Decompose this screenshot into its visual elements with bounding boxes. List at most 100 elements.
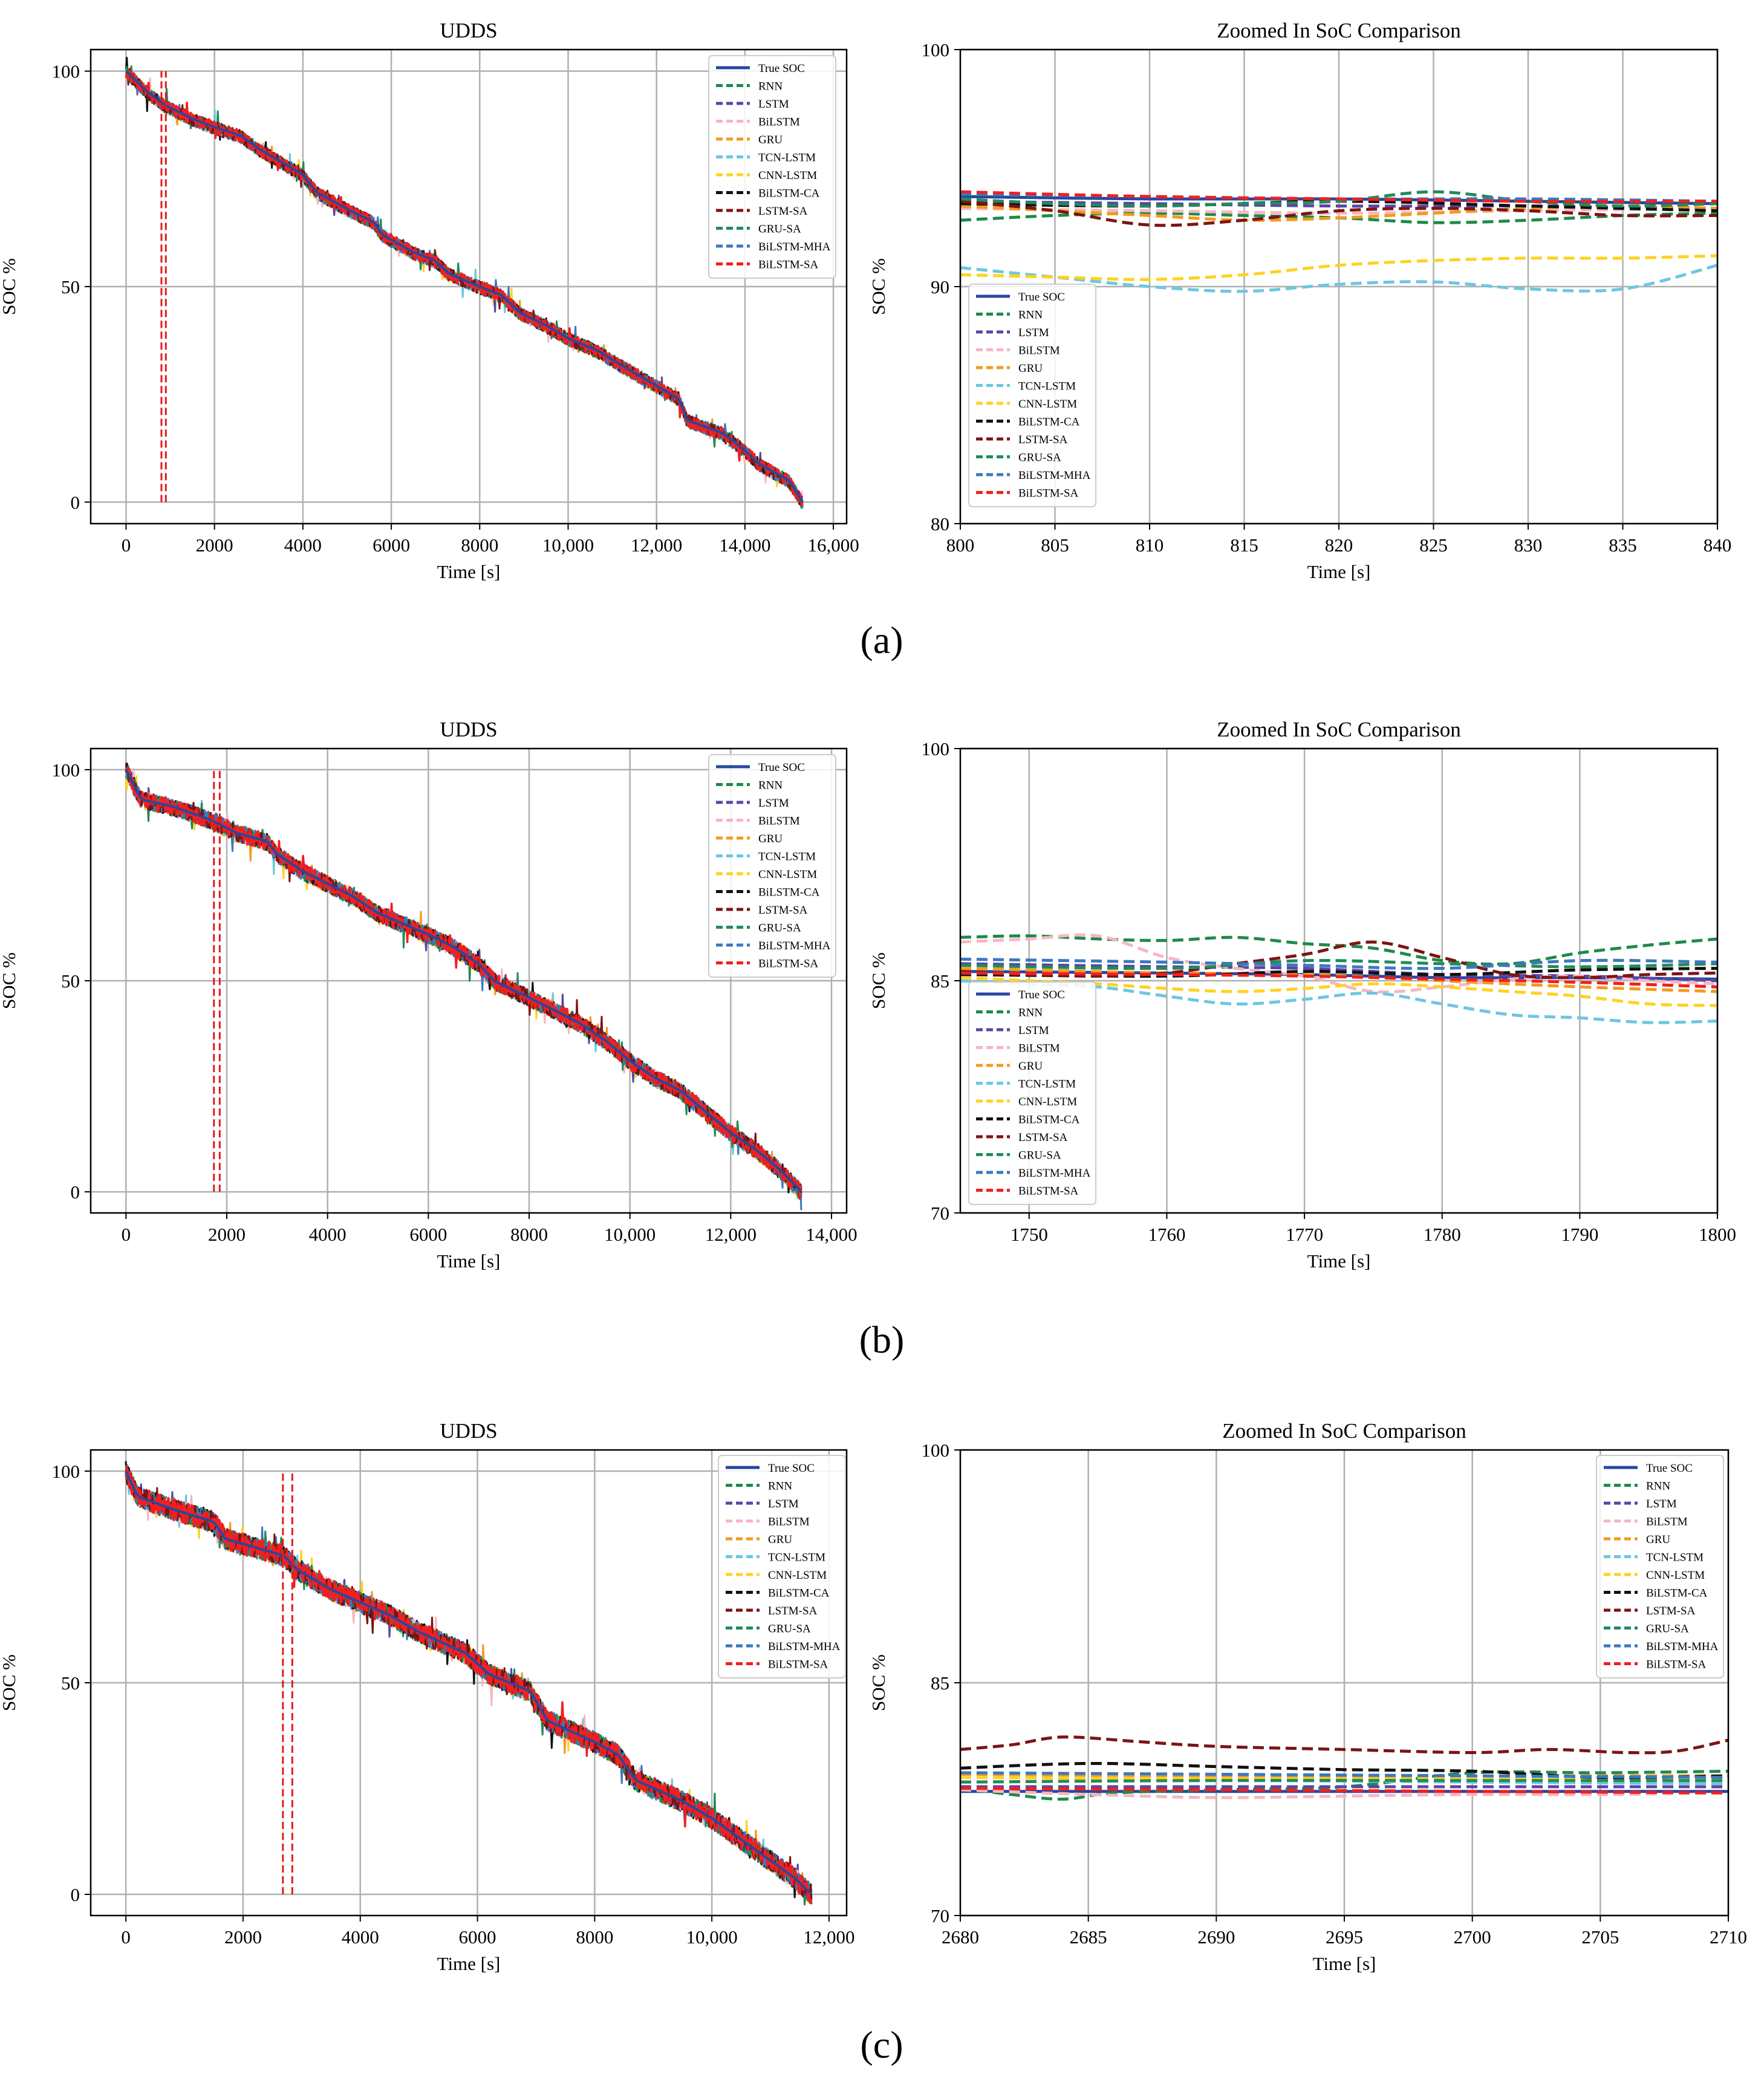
- panel-a-legend: True SOC RNN LSTM BiLSTM GRU TCN-LSTM CNN-LSTM…: [708, 55, 836, 279]
- x-tick-label: 8000: [576, 1926, 613, 1948]
- legend-label-gru: GRU: [758, 134, 783, 146]
- panel-c-zoom: 2680 2685 2690 2695 2700 2705 2710 70 85 100 Zoome…: [868, 1419, 1747, 1974]
- series-true-soc: [125, 70, 804, 503]
- y-tick-label: 100: [922, 39, 950, 60]
- legend-label-true-soc: True SOC: [1646, 1462, 1693, 1475]
- legend-label-gru-sa: GRU-SA: [768, 1623, 811, 1636]
- legend-label-true-soc: True SOC: [758, 62, 805, 75]
- y-tick-label: 70: [931, 1203, 949, 1224]
- series-gru-sa: [960, 958, 1717, 970]
- x-tick-label: 2685: [1070, 1926, 1107, 1948]
- x-tick-label: 805: [1041, 535, 1069, 556]
- x-tick-label: 1770: [1286, 1224, 1323, 1245]
- legend-label-bilstm-ca: BiLSTM-CA: [1018, 416, 1080, 429]
- x-tick-label: 0: [122, 535, 131, 556]
- legend-label-gru-sa: GRU-SA: [758, 922, 801, 935]
- series-cnn-lstm: [960, 976, 1717, 1007]
- panel-a-ylabel: SOC %: [0, 258, 19, 315]
- series-cnn-lstm: [960, 254, 1717, 281]
- legend-label-gru: GRU: [1018, 1060, 1043, 1073]
- y-tick-label: 100: [52, 759, 80, 781]
- series-bilstm: [960, 1788, 1728, 1799]
- series-true-soc: [125, 769, 802, 1193]
- x-tick-label: 8000: [510, 1224, 548, 1245]
- legend-label-gru-sa: GRU-SA: [1646, 1623, 1689, 1636]
- y-tick-label: 50: [61, 1672, 80, 1694]
- x-tick-label: 0: [122, 1224, 131, 1245]
- x-tick-label: 0: [121, 1926, 131, 1948]
- legend-label-cnn-lstm: CNN-LSTM: [758, 169, 817, 182]
- x-tick-label: 1780: [1424, 1224, 1461, 1245]
- legend-label-bilstm-sa: BiLSTM-SA: [1018, 487, 1079, 500]
- series-lstm-sa: [960, 200, 1717, 227]
- panel-a-title: UDDS: [440, 19, 497, 42]
- x-tick-label: 1790: [1561, 1224, 1598, 1245]
- x-tick-label: 815: [1230, 535, 1258, 556]
- panel-c-legend: True SOC RNN LSTM BiLSTM GRU TCN-LSTM CNN-LSTM…: [718, 1455, 846, 1679]
- legend-box: [968, 284, 1096, 507]
- panel-a-zoom-legend: True SOC RNN LSTM BiLSTM GRU TCN-LSTM CNN-LSTM…: [968, 284, 1096, 507]
- panel-a-xlabel: Time [s]: [437, 561, 501, 582]
- y-tick-label: 80: [931, 513, 949, 535]
- legend-label-gru: GRU: [1646, 1533, 1670, 1546]
- panel-b-xlabel: Time [s]: [437, 1250, 501, 1272]
- y-tick-label: 100: [52, 1461, 80, 1482]
- x-tick-label: 1760: [1148, 1224, 1185, 1245]
- legend-label-bilstm: BiLSTM: [1018, 1042, 1060, 1055]
- panel-b-zoom-title: Zoomed In SoC Comparison: [1217, 718, 1460, 741]
- panel-b-zoom-legend: True SOC RNN LSTM BiLSTM GRU TCN-LSTM CNN-LSTM…: [968, 981, 1096, 1205]
- y-tick-label: 85: [931, 1672, 949, 1694]
- legend-label-true-soc: True SOC: [1018, 989, 1065, 1001]
- legend-label-lstm: LSTM: [758, 98, 789, 111]
- panel-b: 0 2000 4000 6000 8000 10,000 12,000 14,000 0 50 10…: [0, 718, 858, 1272]
- series-gru: [960, 204, 1717, 222]
- y-tick-label: 50: [61, 970, 80, 992]
- panel-a: 0 2000 4000 6000 8000 10,000 12,000 14,000 16,00…: [0, 19, 859, 582]
- y-tick-label: 90: [931, 276, 949, 297]
- legend-label-lstm: LSTM: [1018, 327, 1049, 339]
- series-true-soc: [125, 1471, 813, 1896]
- x-tick-label: 2680: [942, 1926, 979, 1948]
- x-tick-label: 820: [1325, 535, 1353, 556]
- legend-label-true-soc: True SOC: [758, 761, 805, 774]
- panel-c-zoom-legend: True SOC RNN LSTM BiLSTM GRU TCN-LSTM CNN-LSTM…: [1596, 1455, 1724, 1679]
- panel-b-title: UDDS: [440, 718, 497, 741]
- y-tick-label: 0: [71, 1181, 80, 1203]
- legend-label-lstm: LSTM: [1646, 1498, 1677, 1510]
- legend-label-rnn: RNN: [1018, 309, 1043, 322]
- x-tick-label: 12,000: [705, 1224, 757, 1245]
- panel-c-zoom-series: [960, 1735, 1728, 1801]
- legend-label-bilstm-mha: BiLSTM-MHA: [1018, 1167, 1091, 1180]
- legend-label-tcn-lstm: TCN-LSTM: [758, 152, 816, 164]
- y-tick-label: 100: [52, 61, 80, 82]
- x-tick-label: 10,000: [604, 1224, 656, 1245]
- legend-label-lstm: LSTM: [758, 797, 789, 810]
- series-lstm: [960, 962, 1717, 983]
- series-bilstm-sa: [960, 1787, 1728, 1795]
- x-tick-label: 2000: [224, 1926, 262, 1948]
- series-bilstm-ca: [960, 967, 1717, 978]
- series-bilstm: [960, 933, 1717, 994]
- legend-label-tcn-lstm: TCN-LSTM: [768, 1552, 825, 1564]
- series-bilstm-sa: [125, 1466, 813, 1904]
- legend-box: [1596, 1455, 1724, 1679]
- panel-a-zoom-xlabel: Time [s]: [1307, 561, 1371, 582]
- legend-label-bilstm-ca: BiLSTM-CA: [1646, 1587, 1708, 1600]
- legend-label-tcn-lstm: TCN-LSTM: [758, 851, 816, 863]
- legend-label-bilstm: BiLSTM: [768, 1516, 810, 1529]
- legend-label-bilstm-ca: BiLSTM-CA: [758, 886, 820, 899]
- y-tick-label: 50: [61, 276, 80, 297]
- legend-label-bilstm-mha: BiLSTM-MHA: [1646, 1640, 1719, 1653]
- legend-label-bilstm-sa: BiLSTM-SA: [1018, 1185, 1079, 1198]
- legend-label-bilstm-mha: BiLSTM-MHA: [1018, 469, 1091, 482]
- panel-a-zoom-ylabel: SOC %: [868, 258, 889, 315]
- x-tick-label: 2000: [208, 1224, 246, 1245]
- legend-label-true-soc: True SOC: [768, 1462, 815, 1475]
- y-tick-label: 70: [931, 1905, 949, 1926]
- legend-label-bilstm: BiLSTM: [1646, 1516, 1688, 1529]
- x-tick-label: 2000: [196, 535, 233, 556]
- legend-label-bilstm: BiLSTM: [1018, 345, 1060, 357]
- legend-label-lstm-sa: LSTM-SA: [1646, 1605, 1696, 1617]
- legend-label-rnn: RNN: [768, 1480, 792, 1493]
